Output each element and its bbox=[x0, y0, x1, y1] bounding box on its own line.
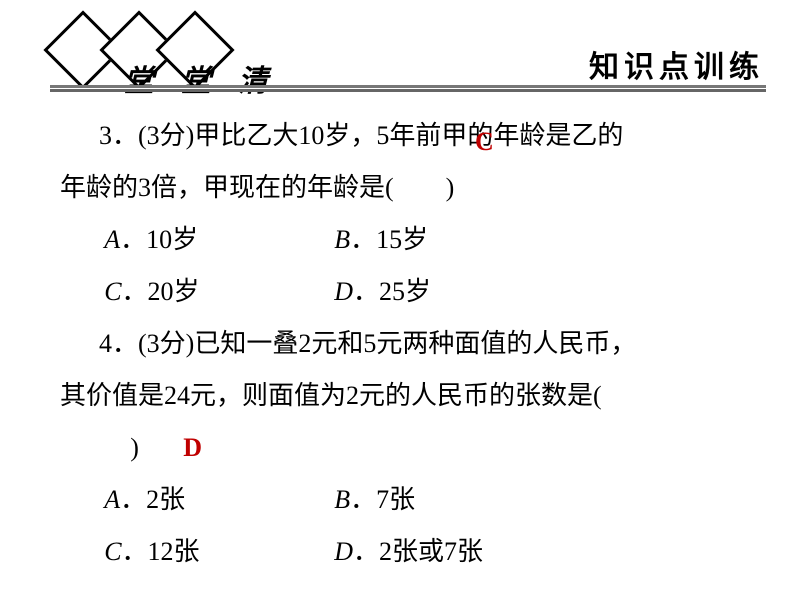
q4-label-d: D bbox=[334, 537, 353, 566]
q3-optA-text: ．10岁 bbox=[120, 225, 198, 254]
page-header: 堂 堂 清 知识点训练 bbox=[0, 0, 794, 95]
q3-optB-text: ．15岁 bbox=[350, 225, 428, 254]
section-title: 知识点训练 bbox=[589, 42, 764, 86]
diamond-text-3: 清 bbox=[238, 56, 268, 100]
question-4-answer: D bbox=[113, 422, 202, 474]
diamond-text-1: 堂 bbox=[124, 56, 154, 100]
diamond-text-2: 堂 bbox=[181, 56, 211, 100]
q4-label-c: C bbox=[104, 537, 121, 566]
q4-option-b: B．7张 bbox=[334, 474, 564, 526]
question-3-line1: 3．(3分)甲比乙大10岁，5年前甲的年龄是乙的 bbox=[60, 110, 734, 162]
q3-label-a: A bbox=[104, 225, 120, 254]
q3-option-d: D．25岁 bbox=[334, 266, 564, 318]
q3-label-b: B bbox=[334, 225, 350, 254]
content-area: 3．(3分)甲比乙大10岁，5年前甲的年龄是乙的 年龄的3倍，甲现在的年龄是( … bbox=[60, 110, 734, 578]
q3-optD-text: ．25岁 bbox=[353, 277, 431, 306]
question-4-line2: 其价值是24元，则面值为2元的人民币的张数是( bbox=[60, 370, 734, 422]
question-3-line2-text: 年龄的3倍，甲现在的年龄是( ) bbox=[60, 173, 454, 202]
question-4-options: A．2张 B．7张 C．12张 D．2张或7张 bbox=[104, 474, 734, 578]
q4-optA-text: ．2张 bbox=[120, 485, 185, 514]
question-4-line1: 4．(3分)已知一叠2元和5元两种面值的人民币， bbox=[60, 318, 734, 370]
q3-option-a: A．10岁 bbox=[104, 214, 334, 266]
q3-label-d: D bbox=[334, 277, 353, 306]
q4-optB-text: ．7张 bbox=[350, 485, 415, 514]
question-3-options: A．10岁 B．15岁 C．20岁 D．25岁 bbox=[104, 214, 734, 318]
q4-label-b: B bbox=[334, 485, 350, 514]
q4-optC-text: ．12张 bbox=[122, 537, 200, 566]
q3-option-b: B．15岁 bbox=[334, 214, 564, 266]
q3-option-c: C．20岁 bbox=[104, 266, 334, 318]
question-3-answer: C bbox=[475, 116, 494, 168]
q4-option-d: D．2张或7张 bbox=[334, 526, 564, 578]
question-4-line3: ) D bbox=[60, 422, 734, 474]
q4-label-a: A bbox=[104, 485, 120, 514]
header-divider bbox=[50, 85, 766, 92]
q3-label-c: C bbox=[104, 277, 121, 306]
question-3-line2: 年龄的3倍，甲现在的年龄是( ) C bbox=[60, 162, 734, 214]
q4-option-c: C．12张 bbox=[104, 526, 334, 578]
q3-optC-text: ．20岁 bbox=[122, 277, 200, 306]
q4-optD-text: ．2张或7张 bbox=[353, 537, 483, 566]
q4-option-a: A．2张 bbox=[104, 474, 334, 526]
